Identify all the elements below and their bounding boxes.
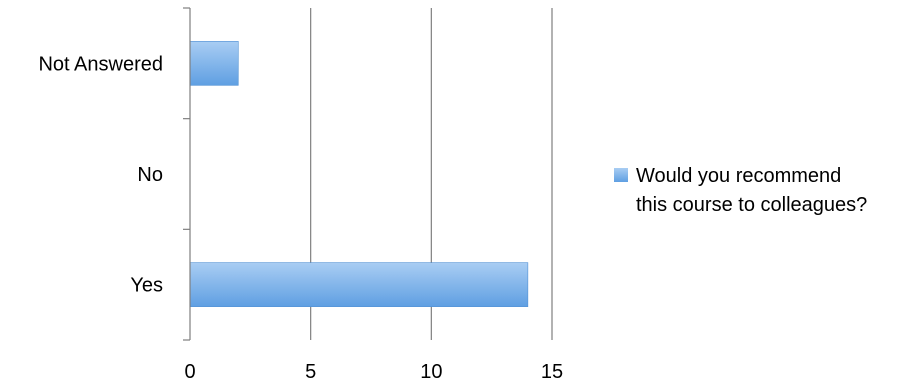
legend-swatch (614, 168, 628, 182)
x-tick-label: 5 (305, 361, 316, 383)
axes (183, 7, 191, 341)
bar-yes (189, 262, 529, 307)
legend-label-line-2: this course to colleagues? (636, 194, 867, 216)
x-tick-label: 15 (541, 361, 563, 383)
category-label: No (137, 164, 163, 186)
category-label: Not Answered (38, 53, 163, 75)
bar-not-answered (189, 41, 239, 86)
legend-label-line-1: Would you recommend (636, 165, 841, 187)
x-tick-label: 0 (184, 361, 195, 383)
x-tick-label: 10 (420, 361, 442, 383)
category-label: Yes (130, 275, 163, 297)
category-labels: Not Answered No Yes (38, 53, 163, 296)
x-tick-labels: 0 5 10 15 (184, 361, 563, 383)
bars (189, 41, 529, 307)
legend: Would you recommend this course to colle… (614, 165, 867, 216)
